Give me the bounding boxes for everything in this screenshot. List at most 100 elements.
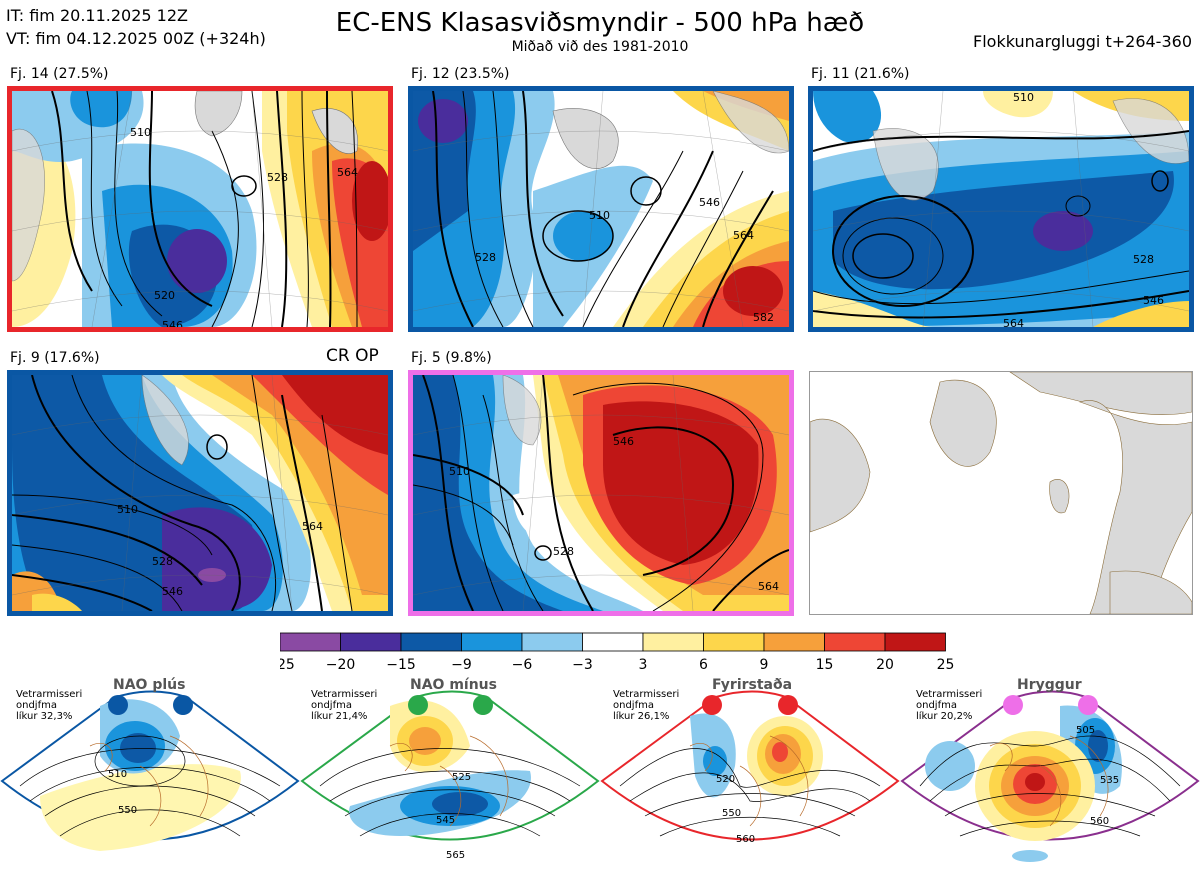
colorbar-tick: 9 xyxy=(760,657,769,672)
colorbar-tick: −6 xyxy=(512,657,533,672)
contour-label: 510 xyxy=(449,465,470,478)
reference-map xyxy=(809,371,1193,615)
colorbar-tick: −20 xyxy=(326,657,356,672)
regime-info: Vetrarmisseri xyxy=(613,689,680,700)
regime-dot xyxy=(778,695,798,715)
regime-contour-label: 560 xyxy=(736,834,755,845)
regime-contour-label: 545 xyxy=(436,815,455,826)
contour-label: 528 xyxy=(475,251,496,264)
contour-label: 564 xyxy=(758,580,779,593)
colorbar-tick: −25 xyxy=(280,657,295,672)
regime-contour-label: 550 xyxy=(118,805,137,816)
contour-label: 510 xyxy=(130,126,151,139)
colorbar-tick: −3 xyxy=(572,657,593,672)
regime-map-nao-minus xyxy=(300,690,600,841)
cluster-label-2: Fj. 12 (23.5%) xyxy=(411,66,510,82)
colorbar-segment xyxy=(642,632,704,652)
contour-label: 564 xyxy=(1003,317,1024,327)
contour-label: 564 xyxy=(302,520,323,533)
colorbar-segment xyxy=(400,632,462,652)
regime-dot xyxy=(702,695,722,715)
cluster-label-1: Fj. 14 (27.5%) xyxy=(10,66,109,82)
regime-title-nao-plus: NAO plús xyxy=(113,677,186,693)
colorbar-segment xyxy=(582,632,644,652)
regime-info: Vetrarmisseri xyxy=(16,689,83,700)
regime-prob: líkur 26,1% xyxy=(613,711,670,722)
colorbar-segment xyxy=(521,632,583,652)
cluster-map-1: 510 520 546 528 564 xyxy=(7,86,393,332)
regime-dot xyxy=(473,695,493,715)
page-title: EC-ENS Klasasviðsmyndir - 500 hPa hæð xyxy=(335,8,865,38)
contour-label: 510 xyxy=(117,503,138,516)
contour-label: 582 xyxy=(753,311,774,324)
colorbar-segment xyxy=(461,632,523,652)
regime-info: Vetrarmisseri xyxy=(311,689,378,700)
regime-info: ondjfma xyxy=(16,700,57,711)
regime-maps: 510 550 525 545 565 520 550 560 505 535 … xyxy=(0,690,1200,862)
regime-dot xyxy=(1003,695,1023,715)
regime-contour-label: 520 xyxy=(716,774,735,785)
contour-label: 528 xyxy=(152,555,173,568)
colorbar: −25 −20 −15 −9 −6 −3 3 6 9 15 20 25 xyxy=(280,632,955,672)
contour-label: 564 xyxy=(337,166,358,179)
contour-label: 528 xyxy=(267,171,288,184)
colorbar-segment xyxy=(824,632,886,652)
regime-info: ondjfma xyxy=(613,700,654,711)
contour-label: 546 xyxy=(162,585,183,598)
cluster-window: Flokkunargluggi t+264-360 xyxy=(973,32,1192,51)
valid-time: VT: fim 04.12.2025 00Z (+324h) xyxy=(6,29,266,48)
colorbar-segment xyxy=(280,632,341,652)
cluster-map-3: 510 528 546 564 xyxy=(808,86,1194,332)
regime-contour-label: 560 xyxy=(1090,816,1109,827)
regime-info: Vetrarmisseri xyxy=(916,689,983,700)
contour-label: 546 xyxy=(1143,294,1164,307)
contour-label: 546 xyxy=(699,196,720,209)
regime-contour-label: 510 xyxy=(108,769,127,780)
cluster-map-2: 510 528 546 564 582 xyxy=(408,86,794,332)
regime-contour-label: 525 xyxy=(452,772,471,783)
regime-dot xyxy=(408,695,428,715)
colorbar-segment xyxy=(884,632,946,652)
cr-op-label: CR OP xyxy=(326,346,379,366)
regime-title-blocking: Fyrirstaða xyxy=(712,677,793,693)
regime-map-blocking xyxy=(600,690,900,841)
contour-label: 510 xyxy=(589,209,610,222)
colorbar-tick: 3 xyxy=(639,657,648,672)
init-time: IT: fim 20.11.2025 12Z xyxy=(6,6,188,25)
regime-contour-label: 550 xyxy=(722,808,741,819)
regime-prob: líkur 32,3% xyxy=(16,711,73,722)
colorbar-segment xyxy=(763,632,825,652)
cluster-map-5: 510 528 546 564 xyxy=(408,370,794,616)
contour-label: 546 xyxy=(162,319,183,327)
contour-label: 510 xyxy=(1013,91,1034,104)
regime-title-ridge: Hryggur xyxy=(1017,677,1082,693)
regime-map-ridge xyxy=(900,690,1200,862)
regime-dot xyxy=(108,695,128,715)
regime-info: ondjfma xyxy=(916,700,957,711)
regime-info: ondjfma xyxy=(311,700,352,711)
cluster-map-4: 510 528 546 564 xyxy=(7,370,393,616)
cluster-label-5: Fj. 5 (9.8%) xyxy=(411,350,492,366)
regime-dot xyxy=(173,695,193,715)
colorbar-tick: 25 xyxy=(937,657,955,672)
colorbar-segment xyxy=(340,632,402,652)
regime-title-nao-minus: NAO mínus xyxy=(410,677,497,693)
regime-contour-label: 535 xyxy=(1100,775,1119,786)
cluster-label-4: Fj. 9 (17.6%) xyxy=(10,350,100,366)
page-subtitle: Miðað við des 1981-2010 xyxy=(511,39,689,55)
regime-map-nao-plus xyxy=(0,690,300,851)
colorbar-tick: −15 xyxy=(386,657,416,672)
colorbar-tick: 6 xyxy=(699,657,708,672)
contour-label: 528 xyxy=(553,545,574,558)
contour-label: 528 xyxy=(1133,253,1154,266)
regime-contour-label: 505 xyxy=(1076,725,1095,736)
cluster-label-3: Fj. 11 (21.6%) xyxy=(811,66,910,82)
regime-dot xyxy=(1078,695,1098,715)
colorbar-tick: 20 xyxy=(876,657,894,672)
colorbar-segment xyxy=(703,632,765,652)
regime-contour-label: 565 xyxy=(446,850,465,861)
regime-prob: líkur 21,4% xyxy=(311,711,368,722)
colorbar-tick: −9 xyxy=(451,657,472,672)
contour-label: 564 xyxy=(733,229,754,242)
regime-prob: líkur 20,2% xyxy=(916,711,973,722)
